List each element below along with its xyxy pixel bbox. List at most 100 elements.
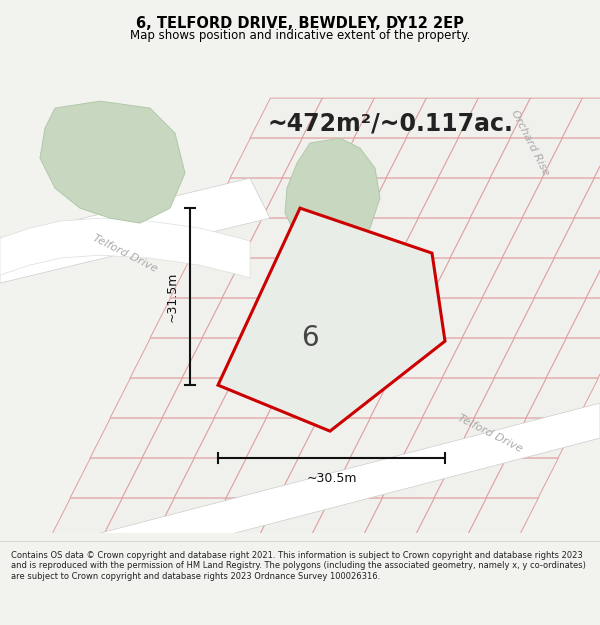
Polygon shape bbox=[546, 338, 600, 378]
Text: Map shows position and indicative extent of the property.: Map shows position and indicative extent… bbox=[130, 29, 470, 41]
Polygon shape bbox=[506, 418, 578, 458]
Polygon shape bbox=[594, 138, 600, 178]
Polygon shape bbox=[514, 298, 586, 338]
Polygon shape bbox=[100, 403, 600, 568]
Polygon shape bbox=[318, 378, 391, 418]
Polygon shape bbox=[206, 498, 278, 538]
Polygon shape bbox=[285, 138, 380, 251]
Polygon shape bbox=[418, 178, 490, 218]
Polygon shape bbox=[462, 298, 535, 338]
Text: Contains OS data © Crown copyright and database right 2021. This information is : Contains OS data © Crown copyright and d… bbox=[11, 551, 586, 581]
Polygon shape bbox=[442, 338, 514, 378]
Polygon shape bbox=[266, 378, 338, 418]
Polygon shape bbox=[102, 498, 175, 538]
Polygon shape bbox=[382, 458, 454, 498]
Polygon shape bbox=[40, 101, 185, 223]
Polygon shape bbox=[210, 178, 283, 218]
Polygon shape bbox=[182, 338, 254, 378]
Polygon shape bbox=[222, 258, 295, 298]
Polygon shape bbox=[542, 138, 600, 178]
Polygon shape bbox=[562, 98, 600, 138]
Polygon shape bbox=[110, 378, 182, 418]
Polygon shape bbox=[218, 208, 445, 431]
Polygon shape bbox=[0, 178, 270, 283]
Polygon shape bbox=[278, 458, 350, 498]
Polygon shape bbox=[230, 138, 302, 178]
Polygon shape bbox=[402, 418, 475, 458]
Polygon shape bbox=[170, 258, 242, 298]
Polygon shape bbox=[50, 498, 122, 538]
Polygon shape bbox=[314, 178, 386, 218]
Polygon shape bbox=[338, 338, 410, 378]
Polygon shape bbox=[422, 378, 494, 418]
Polygon shape bbox=[298, 418, 370, 458]
Polygon shape bbox=[414, 498, 487, 538]
Polygon shape bbox=[438, 138, 511, 178]
Polygon shape bbox=[130, 338, 202, 378]
Polygon shape bbox=[142, 418, 214, 458]
Polygon shape bbox=[366, 178, 439, 218]
Polygon shape bbox=[534, 258, 600, 298]
Polygon shape bbox=[154, 498, 226, 538]
Polygon shape bbox=[510, 98, 583, 138]
Polygon shape bbox=[454, 418, 526, 458]
Polygon shape bbox=[450, 218, 523, 258]
Polygon shape bbox=[466, 498, 538, 538]
Text: ~30.5m: ~30.5m bbox=[306, 472, 357, 484]
Polygon shape bbox=[410, 298, 482, 338]
Polygon shape bbox=[90, 418, 163, 458]
Polygon shape bbox=[522, 178, 595, 218]
Polygon shape bbox=[566, 298, 600, 338]
Polygon shape bbox=[302, 98, 374, 138]
Polygon shape bbox=[474, 378, 547, 418]
Polygon shape bbox=[194, 418, 266, 458]
Polygon shape bbox=[354, 98, 427, 138]
Polygon shape bbox=[470, 178, 542, 218]
Polygon shape bbox=[502, 218, 574, 258]
Polygon shape bbox=[406, 98, 478, 138]
Polygon shape bbox=[430, 258, 502, 298]
Polygon shape bbox=[122, 458, 194, 498]
Text: Telford Drive: Telford Drive bbox=[456, 412, 524, 454]
Polygon shape bbox=[202, 298, 274, 338]
Text: Telford Drive: Telford Drive bbox=[91, 232, 159, 274]
Polygon shape bbox=[350, 418, 422, 458]
Text: Orchard Rise: Orchard Rise bbox=[509, 109, 551, 177]
Polygon shape bbox=[234, 338, 307, 378]
Polygon shape bbox=[334, 138, 406, 178]
Polygon shape bbox=[310, 498, 382, 538]
Polygon shape bbox=[362, 498, 434, 538]
Polygon shape bbox=[378, 258, 451, 298]
Polygon shape bbox=[226, 458, 298, 498]
Polygon shape bbox=[554, 218, 600, 258]
Polygon shape bbox=[262, 178, 334, 218]
Polygon shape bbox=[358, 298, 430, 338]
Text: ~31.5m: ~31.5m bbox=[166, 271, 179, 322]
Polygon shape bbox=[346, 218, 418, 258]
Polygon shape bbox=[274, 258, 346, 298]
Polygon shape bbox=[386, 138, 458, 178]
Polygon shape bbox=[486, 458, 559, 498]
Polygon shape bbox=[490, 138, 562, 178]
Polygon shape bbox=[306, 298, 379, 338]
Polygon shape bbox=[574, 178, 600, 218]
Polygon shape bbox=[458, 98, 530, 138]
Polygon shape bbox=[174, 458, 247, 498]
Polygon shape bbox=[526, 378, 598, 418]
Polygon shape bbox=[282, 138, 355, 178]
Polygon shape bbox=[370, 378, 442, 418]
Polygon shape bbox=[434, 458, 506, 498]
Polygon shape bbox=[162, 378, 235, 418]
Polygon shape bbox=[294, 218, 367, 258]
Polygon shape bbox=[482, 258, 554, 298]
Polygon shape bbox=[150, 298, 223, 338]
Polygon shape bbox=[586, 258, 600, 298]
Polygon shape bbox=[254, 298, 326, 338]
Polygon shape bbox=[326, 258, 398, 298]
Polygon shape bbox=[190, 218, 262, 258]
Polygon shape bbox=[398, 218, 470, 258]
Polygon shape bbox=[390, 338, 463, 378]
Polygon shape bbox=[214, 378, 286, 418]
Text: 6, TELFORD DRIVE, BEWDLEY, DY12 2EP: 6, TELFORD DRIVE, BEWDLEY, DY12 2EP bbox=[136, 16, 464, 31]
Polygon shape bbox=[258, 498, 331, 538]
